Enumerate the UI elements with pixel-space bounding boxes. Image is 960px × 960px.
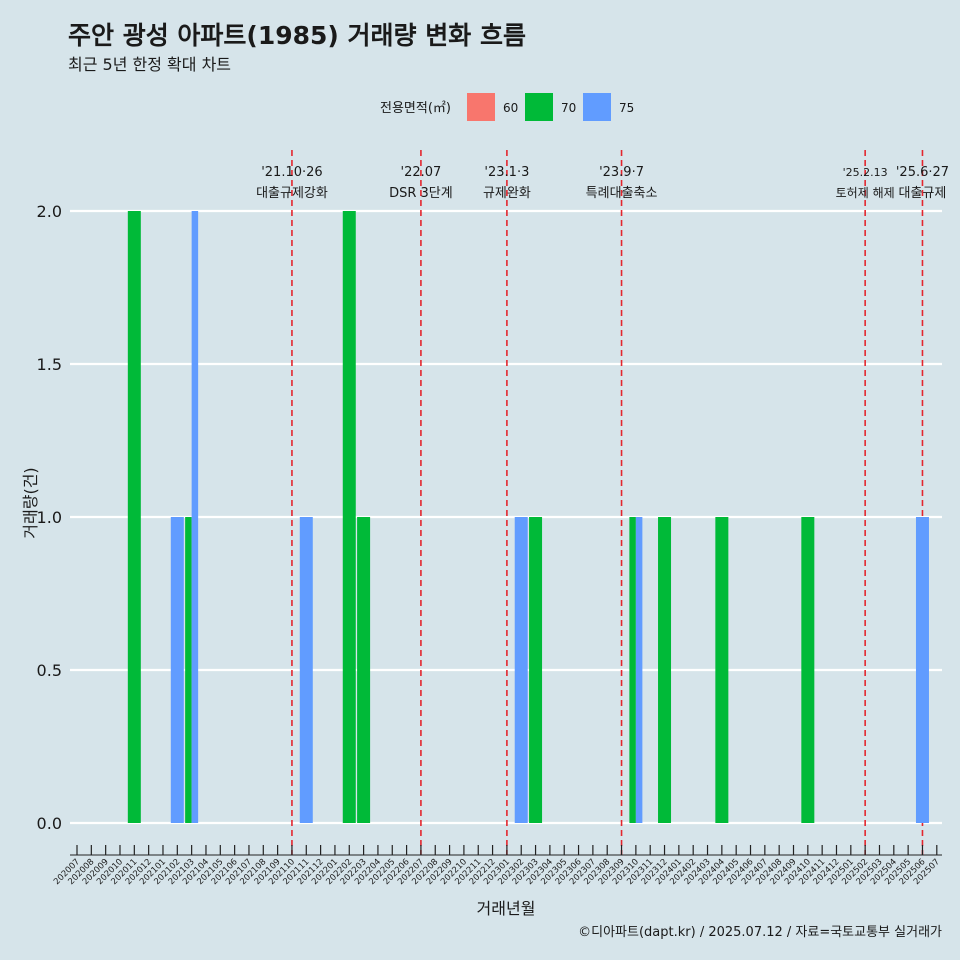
y-tick-label: 2.0	[37, 202, 62, 221]
chart-title: 주안 광성 아파트(1985) 거래량 변화 흐름	[68, 21, 526, 50]
bar-202303-70	[529, 517, 543, 823]
chart-subtitle: 최근 5년 한정 확대 차트	[68, 55, 231, 74]
bar-202410-70	[801, 517, 815, 823]
event-lines	[291, 150, 924, 855]
event-date-label: '21.10·26	[261, 165, 322, 180]
y-axis-label: 거래량(건)	[21, 467, 40, 538]
bar-202404-70	[715, 517, 729, 823]
event-date-label: '25.6·27	[896, 165, 949, 180]
event-labels: '21.10·26 대출규제강화 '22.07 DSR 3단계 '23.1·3 규제완화 '…	[256, 165, 949, 201]
bar-202111-75	[299, 517, 313, 823]
legend: 전용면적(㎡) 60 70 75	[380, 93, 634, 121]
bars	[127, 211, 929, 823]
event-date-label: '23.1·3	[484, 165, 529, 180]
legend-key-60	[467, 93, 495, 121]
event-desc-label: 토허제 해제	[836, 186, 895, 200]
y-axis: 0.0 0.5 1.0 1.5 2.0	[37, 202, 62, 833]
event-date-label: '22.07	[401, 165, 442, 180]
bar-202103-70	[185, 517, 192, 823]
event-desc-label: 특례대출축소	[586, 186, 658, 201]
event-desc-label: 규제완화	[483, 186, 531, 201]
legend-key-75	[583, 93, 611, 121]
legend-label-70: 70	[561, 101, 576, 115]
y-tick-label: 1.5	[37, 355, 62, 374]
event-desc-label: 대출규제	[899, 186, 947, 201]
event-desc-label: 대출규제강화	[256, 186, 328, 201]
event-date-label: '23.9·7	[599, 165, 644, 180]
bar-202011-70	[127, 211, 141, 823]
legend-label-75: 75	[619, 101, 634, 115]
y-tick-label: 0.5	[37, 661, 62, 680]
legend-label-60: 60	[503, 101, 518, 115]
bar-202312-70	[658, 517, 672, 823]
y-tick-label: 0.0	[37, 814, 62, 833]
caption: ©디아파트(dapt.kr) / 2025.07.12 / 자료=국토교통부 실…	[578, 925, 942, 940]
bar-202302-75	[514, 517, 528, 823]
bar-202103-75	[191, 211, 199, 823]
x-axis-label: 거래년월	[477, 899, 536, 918]
bar-202506-75	[915, 517, 929, 823]
bar-202102-75	[170, 517, 184, 823]
bar-202202-70	[342, 211, 356, 823]
bar-202203-70	[357, 517, 371, 823]
event-desc-label: DSR 3단계	[389, 186, 453, 201]
bar-202310-70	[629, 517, 636, 823]
event-date-label: '25.2.13	[843, 166, 888, 179]
legend-key-70	[525, 93, 553, 121]
y-tick-label: 1.0	[37, 508, 62, 527]
legend-title: 전용면적(㎡)	[380, 101, 451, 116]
bar-202310-75	[635, 517, 643, 823]
grid	[70, 209, 942, 825]
